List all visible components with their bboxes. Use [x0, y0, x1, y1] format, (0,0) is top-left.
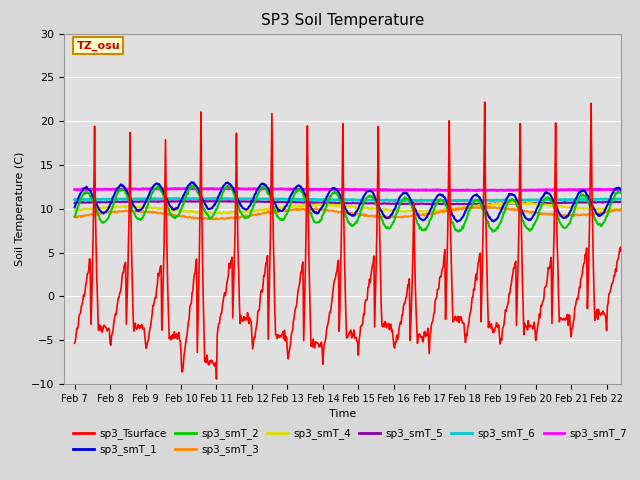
sp3_smT_6 [428, 198, 435, 204]
sp3_smT_7 [172, 186, 179, 192]
sp3_smT_5 [620, 199, 627, 204]
sp3_smT_4 [326, 203, 334, 209]
sp3_smT_6 [73, 196, 81, 202]
sp3_smT_4 [306, 203, 314, 209]
sp3_smT_1 [148, 187, 156, 192]
sp3_smT_2 [465, 208, 473, 214]
Line: sp3_smT_7: sp3_smT_7 [75, 189, 623, 191]
sp3_smT_2 [620, 195, 627, 201]
sp3_smT_4 [201, 211, 209, 216]
Line: sp3_smT_1: sp3_smT_1 [75, 182, 623, 222]
sp3_smT_7 [465, 187, 473, 193]
sp3_smT_7 [71, 187, 79, 192]
sp3_smT_4 [479, 203, 486, 209]
sp3_smT_2 [479, 207, 486, 213]
sp3_Tsurface [212, 376, 220, 382]
sp3_smT_7 [474, 188, 481, 193]
sp3_smT_4 [148, 204, 156, 210]
sp3_smT_2 [326, 193, 334, 199]
sp3_Tsurface [148, 316, 156, 322]
sp3_smT_5 [306, 200, 314, 205]
sp3_smT_4 [517, 200, 525, 205]
sp3_smT_3 [214, 216, 222, 222]
sp3_smT_1 [466, 199, 474, 205]
Text: TZ_osu: TZ_osu [76, 41, 120, 51]
sp3_smT_3 [73, 215, 81, 220]
sp3_smT_6 [71, 197, 79, 203]
sp3_Tsurface [306, 286, 314, 291]
sp3_smT_7 [73, 187, 81, 192]
sp3_smT_6 [479, 198, 487, 204]
sp3_smT_4 [71, 207, 79, 213]
sp3_smT_4 [73, 207, 81, 213]
Title: SP3 Soil Temperature: SP3 Soil Temperature [260, 13, 424, 28]
sp3_Tsurface [465, 317, 473, 323]
sp3_smT_3 [465, 205, 473, 211]
Line: sp3_smT_5: sp3_smT_5 [75, 201, 623, 204]
Y-axis label: Soil Temperature (C): Soil Temperature (C) [15, 152, 26, 266]
sp3_smT_5 [71, 200, 79, 206]
sp3_smT_4 [465, 204, 473, 209]
sp3_smT_4 [620, 206, 627, 212]
sp3_smT_7 [148, 186, 156, 192]
sp3_smT_7 [306, 186, 314, 192]
sp3_Tsurface [326, 310, 334, 315]
sp3_smT_3 [71, 214, 79, 219]
sp3_smT_3 [326, 208, 334, 214]
sp3_smT_7 [479, 187, 487, 193]
sp3_smT_6 [466, 198, 474, 204]
Line: sp3_smT_4: sp3_smT_4 [75, 203, 623, 214]
sp3_smT_3 [620, 206, 627, 212]
sp3_smT_3 [479, 205, 486, 211]
sp3_smT_5 [466, 201, 474, 207]
sp3_smT_1 [71, 204, 79, 210]
sp3_smT_1 [188, 180, 195, 185]
sp3_smT_1 [479, 201, 487, 207]
sp3_smT_6 [164, 195, 172, 201]
sp3_smT_6 [306, 196, 314, 202]
sp3_Tsurface [479, 255, 486, 261]
sp3_smT_1 [454, 219, 461, 225]
sp3_smT_2 [489, 229, 497, 235]
sp3_smT_7 [326, 187, 334, 192]
sp3_Tsurface [71, 340, 79, 346]
sp3_smT_2 [148, 191, 156, 197]
sp3_smT_5 [148, 199, 156, 204]
sp3_smT_2 [71, 214, 79, 220]
sp3_Tsurface [481, 99, 488, 105]
sp3_Tsurface [620, 259, 627, 265]
sp3_smT_1 [306, 201, 314, 207]
sp3_smT_2 [73, 207, 81, 213]
sp3_smT_3 [484, 204, 492, 209]
sp3_smT_2 [306, 209, 314, 215]
Line: sp3_smT_3: sp3_smT_3 [75, 206, 623, 219]
sp3_smT_5 [326, 200, 334, 205]
sp3_smT_1 [326, 188, 334, 193]
sp3_smT_2 [189, 182, 197, 188]
Line: sp3_smT_6: sp3_smT_6 [75, 198, 623, 201]
sp3_smT_6 [620, 196, 627, 202]
Legend: sp3_Tsurface, sp3_smT_1, sp3_smT_2, sp3_smT_3, sp3_smT_4, sp3_smT_5, sp3_smT_6, : sp3_Tsurface, sp3_smT_1, sp3_smT_2, sp3_… [69, 424, 632, 460]
sp3_smT_1 [620, 191, 627, 197]
sp3_smT_5 [449, 202, 457, 207]
Line: sp3_smT_2: sp3_smT_2 [75, 185, 623, 232]
sp3_smT_5 [198, 198, 205, 204]
sp3_smT_5 [73, 200, 81, 205]
sp3_smT_7 [620, 187, 627, 192]
sp3_smT_6 [326, 197, 334, 203]
Line: sp3_Tsurface: sp3_Tsurface [75, 102, 623, 379]
sp3_Tsurface [73, 325, 81, 331]
sp3_smT_5 [479, 201, 487, 207]
sp3_smT_3 [306, 206, 314, 212]
sp3_smT_1 [73, 199, 81, 205]
X-axis label: Time: Time [329, 409, 356, 419]
sp3_smT_6 [148, 196, 156, 202]
sp3_smT_3 [148, 210, 156, 216]
